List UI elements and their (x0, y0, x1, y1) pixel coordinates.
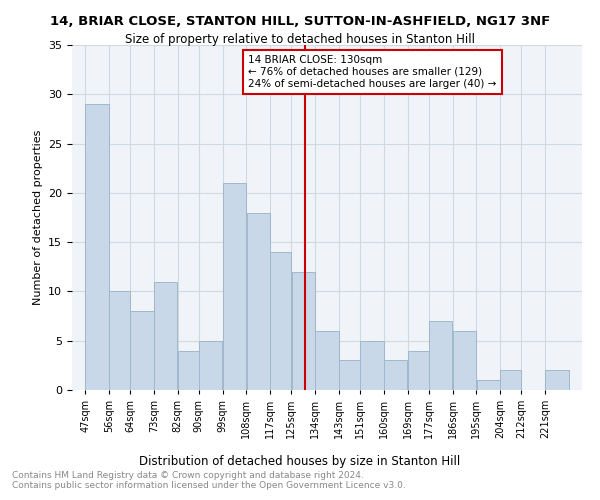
Text: Distribution of detached houses by size in Stanton Hill: Distribution of detached houses by size … (139, 455, 461, 468)
Bar (500, 370, 521, 390)
Bar (130, 311, 154, 390)
Bar (476, 380, 500, 390)
Bar (85, 104, 109, 390)
Bar (109, 292, 130, 390)
Bar (178, 350, 199, 390)
Bar (154, 282, 178, 390)
Bar (339, 360, 360, 390)
Text: 14, BRIAR CLOSE, STANTON HILL, SUTTON-IN-ASHFIELD, NG17 3NF: 14, BRIAR CLOSE, STANTON HILL, SUTTON-IN… (50, 15, 550, 28)
Bar (199, 340, 223, 390)
Bar (545, 370, 569, 390)
Bar (384, 360, 407, 390)
Y-axis label: Number of detached properties: Number of detached properties (32, 130, 43, 305)
Bar (292, 272, 315, 390)
Bar (316, 331, 338, 390)
Bar (408, 350, 428, 390)
Bar (429, 321, 452, 390)
Bar (247, 212, 270, 390)
Bar (453, 331, 476, 390)
Bar (271, 252, 291, 390)
Bar (223, 183, 246, 390)
Text: Size of property relative to detached houses in Stanton Hill: Size of property relative to detached ho… (125, 32, 475, 46)
Text: Contains HM Land Registry data © Crown copyright and database right 2024.
Contai: Contains HM Land Registry data © Crown c… (12, 470, 406, 490)
Bar (360, 340, 383, 390)
Text: 14 BRIAR CLOSE: 130sqm
← 76% of detached houses are smaller (129)
24% of semi-de: 14 BRIAR CLOSE: 130sqm ← 76% of detached… (248, 56, 496, 88)
